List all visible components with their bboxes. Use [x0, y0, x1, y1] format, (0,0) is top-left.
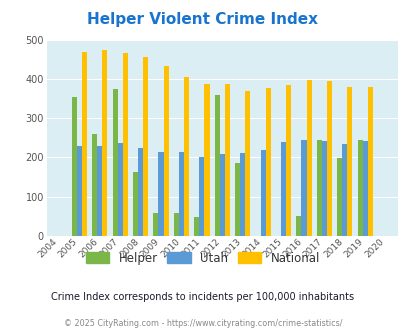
- Bar: [260, 150, 265, 236]
- Bar: [286, 85, 290, 236]
- Bar: [265, 88, 270, 236]
- Bar: [72, 97, 77, 236]
- Bar: [204, 84, 209, 236]
- Bar: [97, 147, 102, 236]
- Bar: [179, 151, 183, 236]
- Bar: [357, 140, 362, 236]
- Bar: [163, 66, 168, 236]
- Bar: [362, 141, 367, 236]
- Bar: [316, 140, 321, 236]
- Bar: [153, 213, 158, 236]
- Bar: [326, 81, 331, 236]
- Bar: [280, 143, 286, 236]
- Bar: [321, 141, 326, 236]
- Bar: [199, 157, 204, 236]
- Bar: [224, 84, 229, 236]
- Bar: [214, 95, 219, 236]
- Bar: [132, 172, 138, 236]
- Bar: [367, 87, 372, 236]
- Bar: [301, 140, 306, 236]
- Bar: [82, 52, 87, 236]
- Legend: Helper, Utah, National: Helper, Utah, National: [85, 252, 320, 265]
- Bar: [194, 217, 199, 236]
- Bar: [158, 151, 163, 236]
- Bar: [138, 148, 143, 236]
- Bar: [347, 87, 352, 236]
- Bar: [219, 154, 224, 236]
- Bar: [306, 80, 311, 236]
- Text: Helper Violent Crime Index: Helper Violent Crime Index: [87, 12, 318, 26]
- Bar: [336, 158, 341, 236]
- Bar: [102, 50, 107, 236]
- Text: Crime Index corresponds to incidents per 100,000 inhabitants: Crime Index corresponds to incidents per…: [51, 292, 354, 302]
- Bar: [173, 213, 179, 236]
- Bar: [117, 143, 122, 236]
- Bar: [77, 147, 82, 236]
- Bar: [341, 144, 347, 236]
- Bar: [240, 153, 245, 236]
- Bar: [92, 134, 97, 236]
- Bar: [296, 215, 301, 236]
- Bar: [245, 91, 250, 236]
- Text: © 2025 CityRating.com - https://www.cityrating.com/crime-statistics/: © 2025 CityRating.com - https://www.city…: [64, 319, 341, 328]
- Bar: [122, 52, 128, 236]
- Bar: [234, 162, 240, 236]
- Bar: [183, 77, 189, 236]
- Bar: [112, 89, 117, 236]
- Bar: [143, 57, 148, 236]
